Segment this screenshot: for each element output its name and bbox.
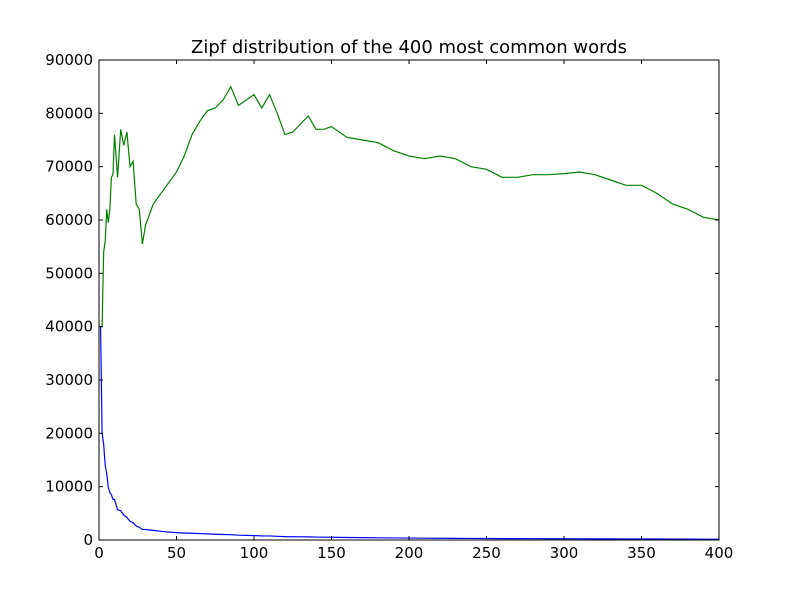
x-tick-label: 400: [705, 544, 734, 562]
y-tick-label: 10000: [45, 478, 93, 496]
y-tick-label: 20000: [45, 424, 93, 442]
x-tick-label: 200: [395, 544, 424, 562]
data-line: [99, 326, 720, 540]
x-tick-label: 100: [240, 544, 269, 562]
x-tick-label: 0: [94, 544, 104, 562]
y-tick-label: 0: [83, 531, 93, 549]
y-tick-label: 60000: [45, 211, 93, 229]
data-line: [100, 85, 720, 328]
y-tick-label: 40000: [45, 318, 93, 336]
x-tick-label: 50: [167, 544, 186, 562]
x-tick-label: 350: [627, 544, 656, 562]
y-tick-label: 80000: [45, 104, 93, 122]
y-tick-label: 70000: [45, 158, 93, 176]
x-tick-label: 250: [472, 544, 501, 562]
y-tick-label: 30000: [45, 371, 93, 389]
y-tick-label: 90000: [45, 51, 93, 69]
y-tick-label: 50000: [45, 264, 93, 282]
x-tick-label: 150: [317, 544, 346, 562]
chart-title: Zipf distribution of the 400 most common…: [191, 37, 627, 58]
x-tick-label: 300: [550, 544, 579, 562]
